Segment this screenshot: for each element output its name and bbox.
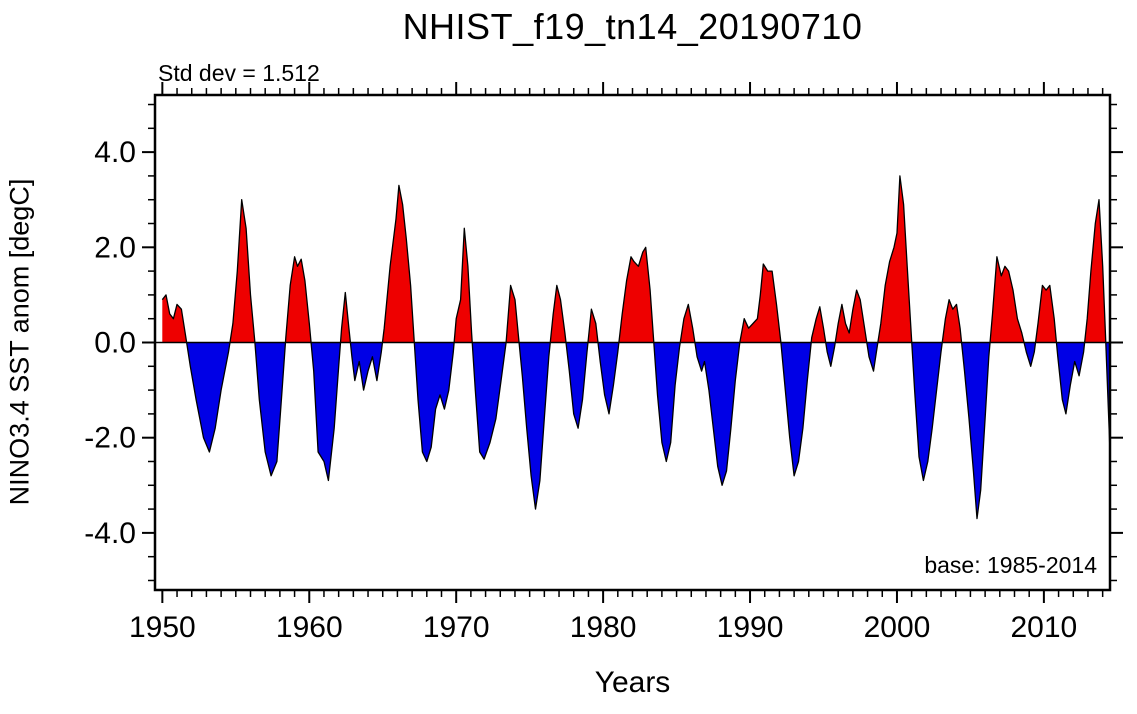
x-tick-label: 2000 [864,611,931,644]
y-tick-label: 0.0 [94,327,136,360]
base-period-annotation: base: 1985-2014 [924,552,1097,578]
anomaly-area-negative [162,342,1110,519]
y-axis-label: NINO3.4 SST anom [degC] [4,178,35,506]
stddev-annotation: Std dev = 1.512 [158,60,320,86]
x-tick-label: 1950 [129,611,196,644]
chart-title: NHIST_f19_tn14_20190710 [402,6,863,47]
x-tick-label: 2010 [1011,611,1078,644]
y-tick-label: -2.0 [84,422,136,455]
x-tick-label: 1990 [717,611,784,644]
y-tick-label: 4.0 [94,136,136,169]
anomaly-area-positive [162,175,1110,343]
y-tick-label: 2.0 [94,231,136,264]
x-tick-label: 1960 [276,611,343,644]
y-tick-label: -4.0 [84,517,136,550]
x-tick-label: 1980 [570,611,637,644]
x-tick-label: 1970 [423,611,490,644]
x-axis-label: Years [594,666,671,699]
